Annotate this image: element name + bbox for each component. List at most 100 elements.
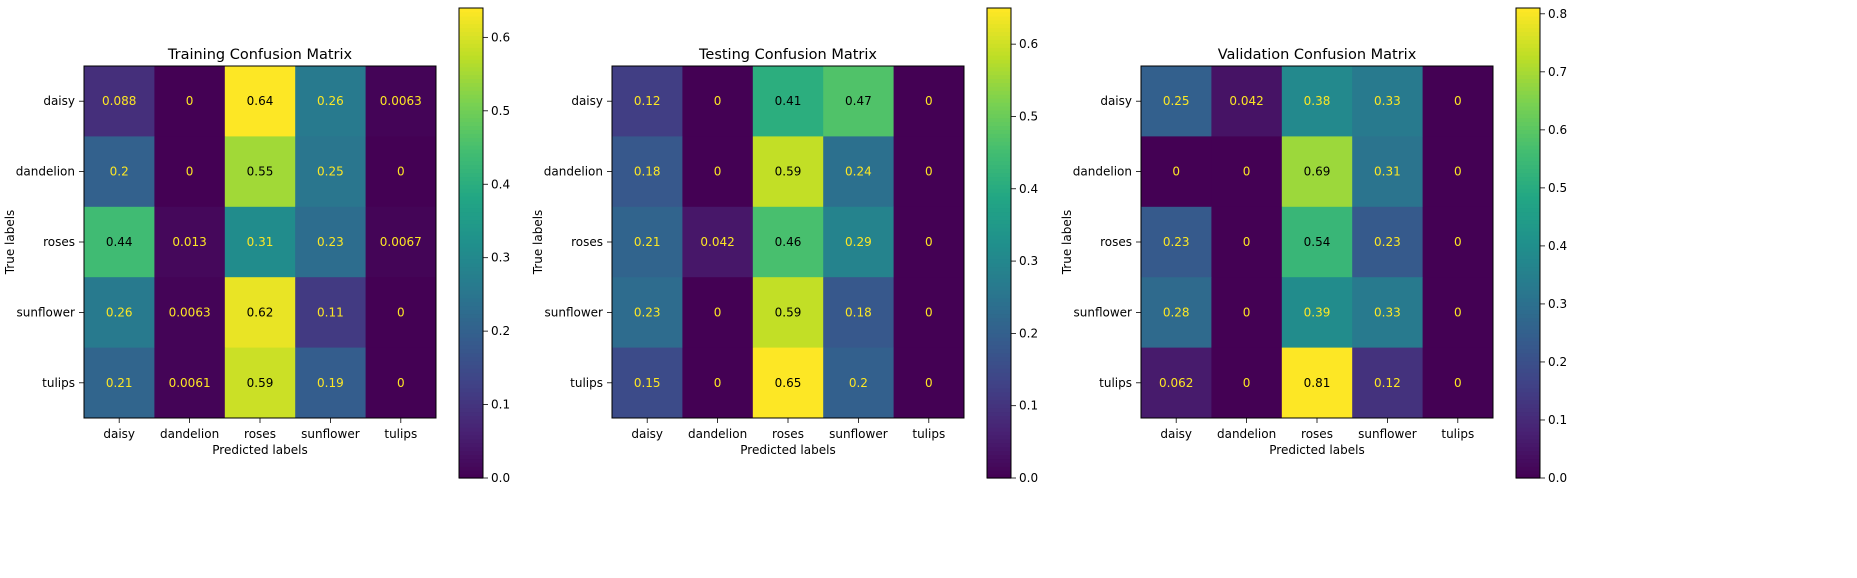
colorbar-band — [1516, 356, 1540, 362]
colorbar-band — [987, 90, 1011, 95]
cell-value-label: 0.81 — [1304, 376, 1331, 390]
colorbar-tick-label: 0.0 — [1019, 471, 1038, 485]
cell-value-label: 0.25 — [317, 165, 344, 179]
cell-value-label: 0 — [1454, 165, 1462, 179]
colorbar-tick-label: 0.7 — [1548, 65, 1567, 79]
cell-value-label: 0 — [1172, 165, 1180, 179]
heatmap-cell — [1281, 136, 1353, 208]
heatmap-cell — [823, 136, 895, 208]
colorbar-band — [459, 395, 483, 401]
y-tick-label: roses — [43, 235, 75, 249]
cell-value-label: 0 — [925, 235, 933, 249]
cell-value-label: 0.21 — [106, 376, 133, 390]
colorbar-band — [459, 352, 483, 358]
heatmap-cell — [752, 136, 824, 208]
heatmap-cell — [295, 136, 367, 208]
heatmap-cell — [893, 347, 965, 419]
colorbar-band — [1516, 94, 1540, 99]
colorbar-band — [1516, 301, 1540, 307]
colorbar-band — [1516, 113, 1540, 119]
colorbar-band — [459, 474, 483, 479]
colorbar-band — [1516, 403, 1540, 409]
colorbar-band — [1516, 395, 1540, 401]
colorbar-band — [1516, 47, 1540, 52]
colorbar-band — [459, 141, 483, 146]
colorbar-band — [987, 109, 1011, 115]
colorbar-tick-label: 0.1 — [491, 398, 510, 412]
colorbar-band — [1516, 360, 1540, 366]
colorbar-band — [1516, 176, 1540, 181]
colorbar-band — [987, 219, 1011, 225]
colorbar-band — [987, 239, 1011, 244]
heatmap-cell — [893, 66, 965, 137]
x-tick-label: daisy — [631, 427, 663, 441]
colorbar-band — [1516, 235, 1540, 240]
colorbar-band — [459, 113, 483, 119]
colorbar-band — [459, 419, 483, 424]
colorbar-band — [459, 270, 483, 275]
colorbar-band — [459, 231, 483, 236]
colorbar-band — [987, 337, 1011, 342]
colorbar-band — [1516, 180, 1540, 185]
colorbar-band — [1516, 387, 1540, 393]
colorbar-band — [459, 446, 483, 452]
colorbar-band — [987, 270, 1011, 275]
colorbar-band — [987, 184, 1011, 189]
colorbar-band — [987, 102, 1011, 107]
colorbar-band — [1516, 11, 1540, 17]
colorbar-band — [459, 340, 483, 346]
cell-value-label: 0 — [925, 94, 933, 108]
colorbar-band — [987, 431, 1011, 436]
colorbar-band — [987, 160, 1011, 166]
colorbar-band — [1516, 35, 1540, 40]
heatmap-cell — [224, 206, 296, 278]
colorbar-band — [459, 23, 483, 29]
colorbar-band — [459, 149, 483, 154]
cell-value-label: 0.23 — [634, 305, 661, 319]
heatmap-cell — [295, 206, 367, 278]
colorbar-band — [987, 133, 1011, 138]
cell-value-label: 0.55 — [247, 165, 274, 179]
heatmap-cell — [612, 347, 683, 419]
colorbar-band — [459, 188, 483, 193]
heatmap-cell — [224, 66, 296, 137]
colorbar-band — [987, 352, 1011, 358]
heatmap-cell — [1281, 206, 1353, 278]
colorbar-band — [987, 58, 1011, 64]
x-tick-label: dandelion — [688, 427, 747, 441]
colorbar-band — [459, 399, 483, 405]
colorbar-band — [459, 58, 483, 64]
colorbar-band — [987, 458, 1011, 463]
colorbar-band — [1516, 231, 1540, 236]
colorbar-band — [1516, 419, 1540, 424]
colorbar-band — [459, 102, 483, 107]
colorbar-band — [987, 411, 1011, 416]
colorbar-band — [459, 356, 483, 362]
colorbar-band — [1516, 90, 1540, 95]
colorbar-band — [459, 246, 483, 252]
colorbar-band — [987, 344, 1011, 350]
colorbar-band — [459, 411, 483, 416]
colorbar-band — [987, 313, 1011, 319]
heatmap-cell — [1422, 66, 1494, 137]
heatmap-cell — [1352, 347, 1424, 419]
colorbar-band — [987, 164, 1011, 170]
heatmap-cell — [84, 277, 155, 349]
colorbar-band — [987, 290, 1011, 295]
cell-value-label: 0.69 — [1304, 165, 1331, 179]
heatmap-cell — [1281, 277, 1353, 349]
colorbar-band — [987, 427, 1011, 432]
colorbar-tick-label: 0.4 — [1548, 239, 1567, 253]
cell-value-label: 0.38 — [1304, 94, 1331, 108]
colorbar-band — [987, 176, 1011, 181]
colorbar-band — [459, 164, 483, 170]
colorbar-band — [459, 286, 483, 291]
colorbar-band — [459, 156, 483, 162]
colorbar-band — [1516, 102, 1540, 107]
colorbar-tick-label: 0.3 — [1548, 297, 1567, 311]
cell-value-label: 0.31 — [247, 235, 274, 249]
heatmap-cell — [823, 277, 895, 349]
x-tick-label: dandelion — [160, 427, 219, 441]
cell-value-label: 0.18 — [634, 165, 661, 179]
